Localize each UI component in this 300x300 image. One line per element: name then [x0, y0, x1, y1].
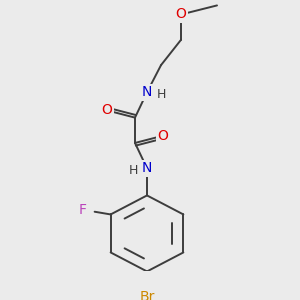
Text: Br: Br: [139, 290, 155, 300]
Text: N: N: [142, 85, 152, 99]
Text: H: H: [128, 164, 138, 177]
Text: F: F: [79, 203, 87, 217]
Text: H: H: [156, 88, 166, 100]
Text: O: O: [176, 8, 186, 22]
Text: N: N: [142, 161, 152, 175]
Text: O: O: [102, 103, 112, 117]
Text: O: O: [158, 129, 168, 143]
